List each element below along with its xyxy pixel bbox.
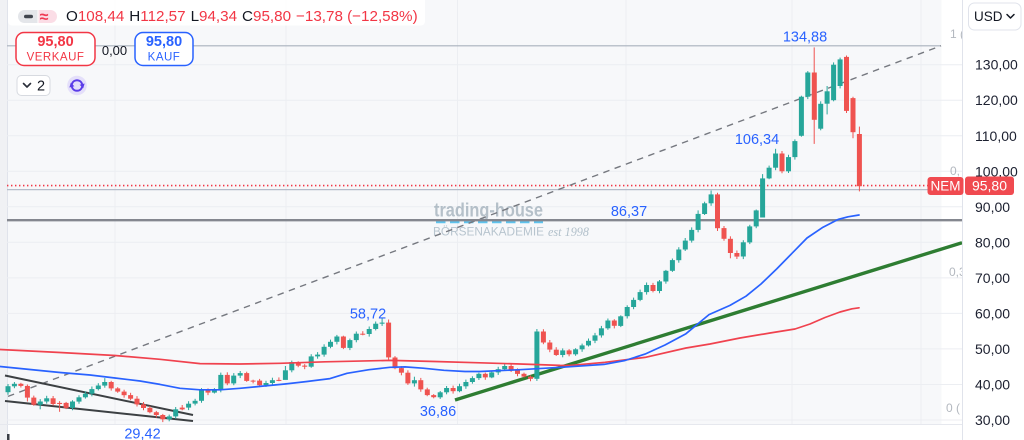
- svg-text:est 1998: est 1998: [548, 224, 589, 239]
- svg-text:58,72: 58,72: [350, 307, 386, 323]
- svg-text:2017: 2017: [289, 438, 313, 440]
- svg-text:1 (: 1 (: [950, 27, 964, 41]
- svg-text:50,00: 50,00: [975, 341, 1010, 357]
- svg-text:2017: 2017: [203, 438, 227, 440]
- svg-text:30,00: 30,00: [975, 412, 1010, 428]
- svg-text:2017: 2017: [460, 438, 484, 440]
- svg-text:NEM: NEM: [931, 179, 961, 194]
- svg-text:100,00: 100,00: [975, 163, 1018, 179]
- svg-text:2017: 2017: [802, 438, 826, 440]
- svg-text:BÖRSENAKADEMIE: BÖRSENAKADEMIE: [433, 225, 544, 239]
- svg-text:106,34: 106,34: [735, 132, 779, 148]
- svg-text:95,80: 95,80: [37, 34, 73, 50]
- svg-text:134,88: 134,88: [783, 30, 827, 46]
- svg-text:80,00: 80,00: [975, 234, 1010, 250]
- svg-text:110,00: 110,00: [975, 128, 1017, 144]
- svg-text:86,37: 86,37: [611, 204, 647, 220]
- svg-text:2: 2: [37, 79, 45, 95]
- svg-text:36,86: 36,86: [420, 404, 456, 420]
- svg-text:KAUF: KAUF: [148, 52, 181, 64]
- svg-text:VERKAUF: VERKAUF: [27, 52, 85, 64]
- svg-text:0,3: 0,3: [949, 265, 966, 279]
- svg-text:90,00: 90,00: [975, 199, 1010, 215]
- svg-text:60,00: 60,00: [975, 305, 1010, 321]
- svg-text:2017: 2017: [374, 438, 398, 440]
- svg-text:USD: USD: [974, 9, 1003, 24]
- svg-text:0 (: 0 (: [946, 401, 960, 415]
- svg-text:2017: 2017: [545, 438, 569, 440]
- svg-text:95,80: 95,80: [146, 34, 182, 50]
- svg-text:2017: 2017: [716, 438, 740, 440]
- svg-text:40,00: 40,00: [975, 377, 1010, 393]
- svg-text:2017: 2017: [631, 438, 655, 440]
- svg-text:130,00: 130,00: [975, 57, 1018, 73]
- svg-text:≈: ≈: [40, 9, 49, 26]
- svg-text:0,: 0,: [950, 164, 960, 178]
- svg-text:120,00: 120,00: [975, 92, 1018, 108]
- svg-text:95,80: 95,80: [972, 178, 1007, 194]
- svg-text:0,00: 0,00: [102, 43, 127, 58]
- svg-text:29,42: 29,42: [124, 427, 160, 440]
- svg-text:70,00: 70,00: [975, 270, 1010, 286]
- svg-text:trading-house: trading-house: [434, 201, 543, 222]
